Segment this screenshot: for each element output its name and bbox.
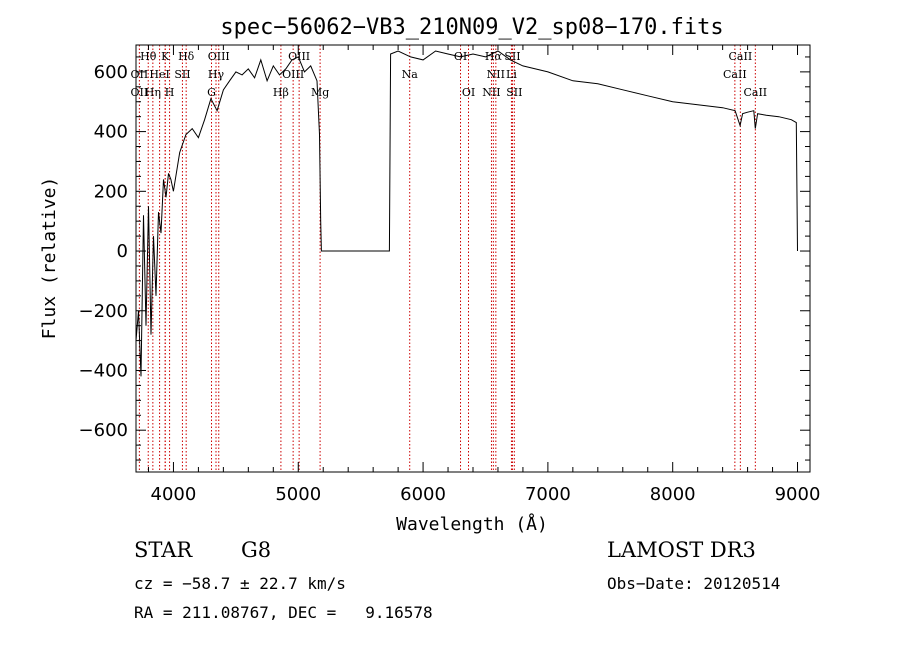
line-label-1: K [161, 50, 170, 63]
coords-text: RA = 211.08767, DEC = 9.16578 [134, 603, 433, 622]
line-label-4: OIII [288, 50, 310, 63]
subclass-label: G8 [241, 538, 272, 562]
line-label-16: Li [506, 68, 517, 81]
y-tick-label-0: 0 [117, 241, 128, 262]
y-tick-label--600: −600 [79, 420, 128, 441]
line-label-26: SII [506, 86, 522, 99]
line-label-15: NII [487, 68, 505, 81]
y-tick-label--200: −200 [79, 301, 128, 322]
line-label-11: SII [174, 68, 190, 81]
line-label-8: CaII [729, 50, 753, 63]
survey-label: LAMOST DR3 [607, 538, 756, 562]
x-tick-label-6000: 6000 [400, 484, 446, 505]
line-label-21: G [207, 86, 216, 99]
y-tick-label-400: 400 [94, 122, 128, 143]
redshift-text: cz = −58.7 ± 22.7 km/s [134, 574, 346, 593]
line-label-6: Hα [485, 50, 503, 63]
line-label-7: SII [504, 50, 520, 63]
y-tick-label-200: 200 [94, 181, 128, 202]
line-label-5: OI [454, 50, 467, 63]
obs-date-text: Obs−Date: 20120514 [607, 574, 781, 593]
line-label-14: Na [402, 68, 419, 81]
x-tick-label-9000: 9000 [775, 484, 821, 505]
line-label-0: Hθ [140, 50, 157, 63]
spectrum-series-0 [135, 50, 798, 377]
y-tick-label-600: 600 [94, 62, 128, 83]
x-tick-label-7000: 7000 [525, 484, 571, 505]
chart-title: spec−56062−VB3_210N09_V2_sp08−170.fits [220, 15, 723, 40]
line-label-13: OIII [282, 68, 304, 81]
line-label-20: H [165, 86, 175, 99]
line-label-9: OII [131, 68, 149, 81]
line-label-23: Mg [311, 86, 329, 99]
class-label: STAR [134, 538, 193, 562]
line-label-19: Hη [145, 86, 161, 99]
y-tick-label--400: −400 [79, 360, 128, 381]
line-label-18: OII [131, 86, 149, 99]
line-label-2: Hδ [178, 50, 195, 63]
y-axis-label: Flux (relative) [39, 177, 60, 340]
line-label-10: HeI [149, 68, 169, 81]
line-label-12: Hγ [208, 68, 225, 81]
x-tick-label-8000: 8000 [650, 484, 696, 505]
line-label-24: OI [462, 86, 475, 99]
x-axis-label: Wavelength (Å) [396, 513, 548, 535]
line-label-27: CaII [743, 86, 767, 99]
x-tick-label-5000: 5000 [275, 484, 321, 505]
line-label-22: Hβ [273, 86, 289, 99]
plot-frame [135, 44, 811, 473]
line-label-17: CaII [723, 68, 747, 81]
line-label-3: OIII [208, 50, 230, 63]
x-tick-label-4000: 4000 [151, 484, 197, 505]
line-label-25: NII [482, 86, 500, 99]
